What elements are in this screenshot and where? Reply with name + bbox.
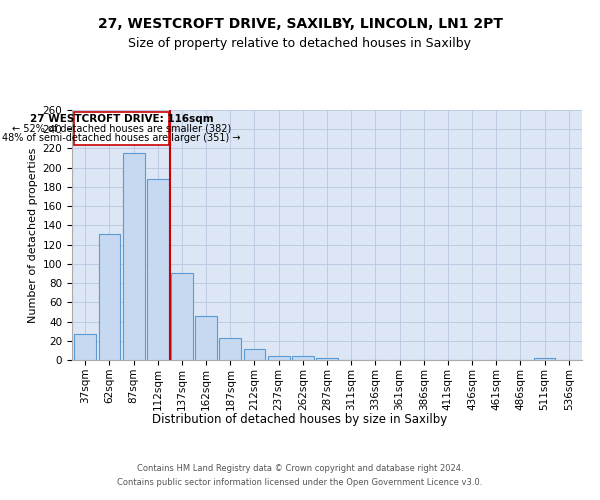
Bar [533, 358, 556, 360]
Bar [74, 334, 96, 360]
Bar [268, 356, 290, 360]
Text: 48% of semi-detached houses are larger (351) →: 48% of semi-detached houses are larger (… [2, 132, 241, 142]
Bar [171, 272, 193, 360]
Bar [123, 154, 145, 360]
Bar [147, 179, 169, 360]
Text: Contains HM Land Registry data © Crown copyright and database right 2024.: Contains HM Land Registry data © Crown c… [137, 464, 463, 473]
Y-axis label: Number of detached properties: Number of detached properties [28, 148, 38, 322]
Bar [195, 316, 217, 360]
Bar [220, 338, 241, 360]
Text: 27, WESTCROFT DRIVE, SAXILBY, LINCOLN, LN1 2PT: 27, WESTCROFT DRIVE, SAXILBY, LINCOLN, L… [97, 18, 503, 32]
Text: Distribution of detached houses by size in Saxilby: Distribution of detached houses by size … [152, 412, 448, 426]
Text: Size of property relative to detached houses in Saxilby: Size of property relative to detached ho… [128, 38, 472, 51]
Bar [98, 234, 121, 360]
Text: Contains public sector information licensed under the Open Government Licence v3: Contains public sector information licen… [118, 478, 482, 487]
Bar [316, 358, 338, 360]
Text: 27 WESTCROFT DRIVE: 116sqm: 27 WESTCROFT DRIVE: 116sqm [30, 114, 214, 124]
Bar [292, 356, 314, 360]
Text: ← 52% of detached houses are smaller (382): ← 52% of detached houses are smaller (38… [12, 123, 231, 133]
FancyBboxPatch shape [74, 112, 169, 144]
Bar [244, 350, 265, 360]
